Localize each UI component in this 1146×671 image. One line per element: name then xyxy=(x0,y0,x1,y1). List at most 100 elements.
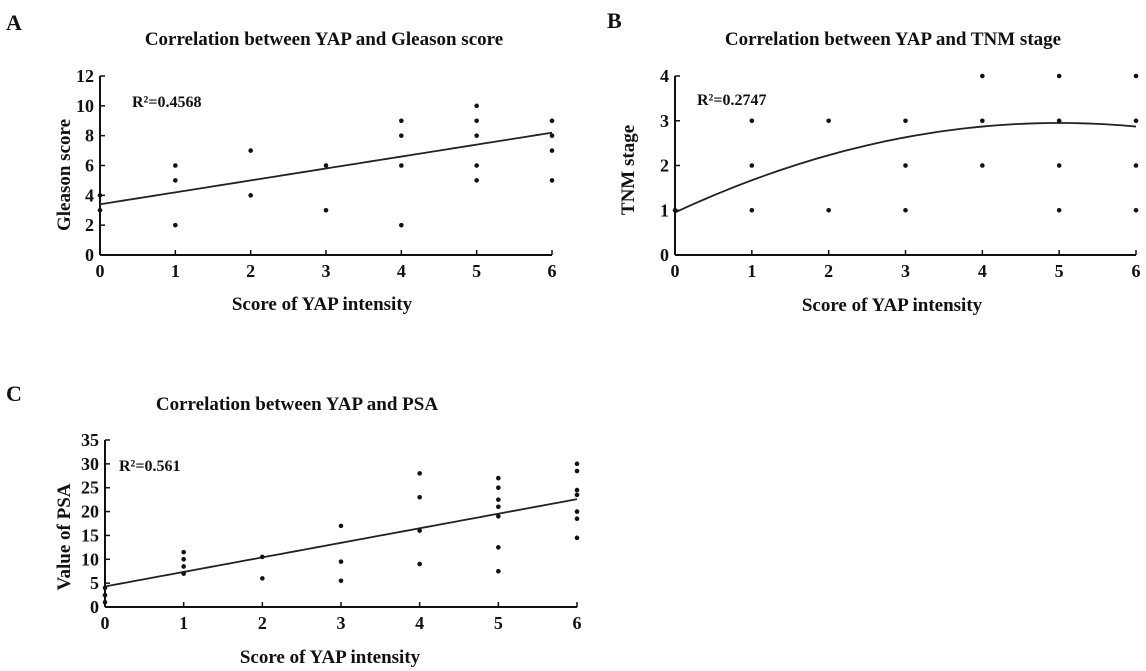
data-point xyxy=(338,523,344,529)
data-point xyxy=(399,133,404,138)
data-point xyxy=(574,492,580,498)
y-tick-label: 0 xyxy=(90,597,99,617)
data-point xyxy=(181,564,186,569)
y-tick-label: 0 xyxy=(660,245,669,265)
x-tick-label: 4 xyxy=(978,261,987,281)
x-tick-label: 4 xyxy=(397,261,406,281)
y-tick-label: 15 xyxy=(81,525,99,545)
y-tick-label: 4 xyxy=(660,66,669,86)
data-point xyxy=(474,163,479,168)
data-point xyxy=(1056,118,1062,124)
data-point xyxy=(574,516,580,522)
x-tick-label: 3 xyxy=(901,261,910,281)
y-tick-label: 30 xyxy=(81,454,99,474)
x-tick-label: 6 xyxy=(573,613,582,633)
panel-c-x-axis-label: Score of YAP intensity xyxy=(240,647,421,668)
data-point xyxy=(417,471,422,476)
panel-a-r2-annotation: R²=0.4568 xyxy=(132,94,201,111)
x-tick-label: 4 xyxy=(415,613,424,633)
data-point xyxy=(496,514,501,519)
data-point xyxy=(248,193,253,198)
panel-a-title: Correlation between YAP and Gleason scor… xyxy=(145,29,503,50)
panel-b-x-axis-label: Score of YAP intensity xyxy=(802,295,983,316)
panel-c-y-axis-label: Value of PSA xyxy=(54,483,75,590)
data-point xyxy=(1056,73,1062,79)
data-point xyxy=(980,118,985,124)
data-point xyxy=(1133,73,1139,79)
data-point xyxy=(181,556,186,562)
data-point xyxy=(417,561,422,567)
x-tick-label: 1 xyxy=(171,261,180,281)
data-point xyxy=(474,118,479,124)
panel-b-r2-annotation: R²=0.2747 xyxy=(697,92,766,109)
data-point xyxy=(826,207,831,213)
y-tick-label: 5 xyxy=(90,573,99,593)
data-point xyxy=(338,559,344,564)
data-point xyxy=(173,222,178,228)
data-point xyxy=(338,578,344,584)
x-tick-label: 6 xyxy=(548,261,557,281)
data-point xyxy=(549,118,555,124)
data-point xyxy=(1056,207,1062,213)
y-tick-label: 6 xyxy=(85,156,94,176)
x-tick-label: 1 xyxy=(179,613,188,633)
data-point xyxy=(826,118,831,124)
y-tick-label: 12 xyxy=(76,66,94,86)
panel-a: A Correlation between YAP and Gleason sc… xyxy=(6,10,557,315)
data-point xyxy=(749,118,755,124)
data-point xyxy=(1133,118,1139,124)
fit-line xyxy=(99,131,553,206)
panel-c-letter: C xyxy=(6,381,22,406)
data-point xyxy=(323,163,329,168)
data-point xyxy=(474,133,479,138)
y-tick-label: 2 xyxy=(660,156,669,176)
data-point xyxy=(574,509,580,514)
panel-b-plot: 0 1 2 3 4 5 6 0 1 2 3 4 xyxy=(660,66,1141,281)
data-point xyxy=(549,178,555,183)
data-point xyxy=(903,163,908,168)
data-point xyxy=(496,497,501,502)
data-point xyxy=(102,599,108,605)
x-tick-label: 0 xyxy=(101,613,110,633)
y-tick-label: 10 xyxy=(81,549,99,569)
panel-c: C Correlation between YAP and PSA R²=0.5… xyxy=(6,381,582,668)
data-point xyxy=(574,535,580,541)
data-point xyxy=(496,545,501,550)
data-point xyxy=(549,148,555,153)
data-point xyxy=(173,163,178,168)
data-point xyxy=(97,193,103,198)
panel-a-x-axis-label: Score of YAP intensity xyxy=(232,294,413,315)
data-point xyxy=(749,163,755,168)
x-tick-label: 2 xyxy=(258,613,267,633)
x-tick-label: 5 xyxy=(1055,261,1064,281)
data-point xyxy=(1133,163,1139,168)
y-tick-label: 8 xyxy=(85,126,94,146)
fit-line xyxy=(104,498,578,588)
data-point xyxy=(417,494,422,500)
data-point xyxy=(323,207,329,213)
panel-c-r2-annotation: R²=0.561 xyxy=(119,458,180,475)
data-point xyxy=(399,163,404,168)
data-point xyxy=(496,485,501,491)
data-point xyxy=(574,461,580,467)
data-point xyxy=(980,163,985,168)
panel-b: B Correlation between YAP and TNM stage … xyxy=(607,8,1141,316)
data-point xyxy=(672,207,678,213)
data-point xyxy=(97,207,103,213)
x-tick-label: 0 xyxy=(671,261,680,281)
x-tick-label: 5 xyxy=(472,261,481,281)
data-point xyxy=(260,576,265,581)
y-tick-label: 4 xyxy=(85,185,94,205)
data-point xyxy=(980,73,985,79)
data-point xyxy=(474,103,479,109)
x-tick-label: 5 xyxy=(494,613,503,633)
data-point xyxy=(1056,163,1062,168)
x-tick-label: 6 xyxy=(1132,261,1141,281)
panel-c-title: Correlation between YAP and PSA xyxy=(156,394,438,415)
data-point xyxy=(181,571,186,576)
data-point xyxy=(102,585,108,591)
x-tick-label: 2 xyxy=(246,261,255,281)
data-point xyxy=(260,554,265,560)
